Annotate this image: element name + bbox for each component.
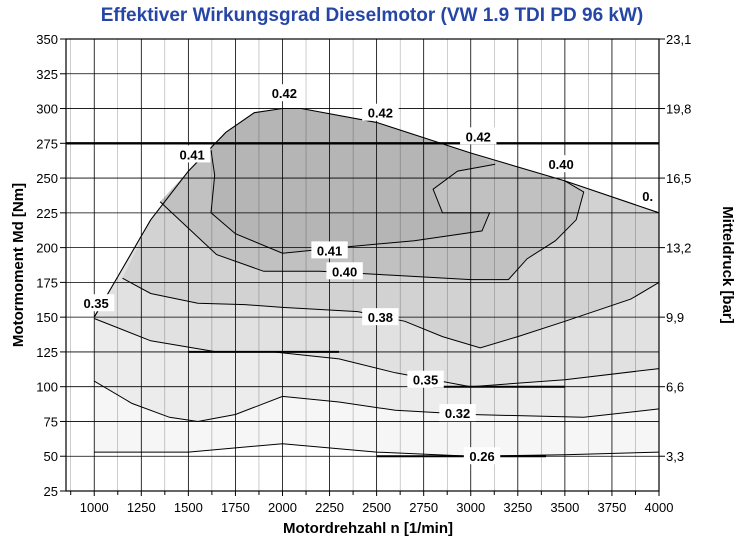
isoline-label-bg <box>362 103 399 121</box>
isoline-0.40 <box>159 180 585 281</box>
y-tick-label: 175 <box>36 275 58 290</box>
isoline-label-bg <box>362 308 399 326</box>
isoline-label: 0.26 <box>463 447 501 465</box>
y-tick-label: 350 <box>36 32 58 47</box>
isoline-label-text: 0.38 <box>368 310 393 325</box>
x-tick-label: 2000 <box>268 500 297 515</box>
axes: 1000 1250 1500 1750 2000 2250 2500 2750 3000 3250… <box>36 32 691 515</box>
isoline-labels: 0.26 0.32 0.35 0.35 0.38 0.40 0.40 0.41 0.41 0.42… <box>77 84 659 465</box>
isoline-label-text: 0.32 <box>445 406 470 421</box>
x-tick-label: 1500 <box>174 500 203 515</box>
isoline-label: 0.41 <box>173 145 211 163</box>
x-tick-label: 3500 <box>550 500 579 515</box>
y2-tick-label: 6,6 <box>666 380 684 395</box>
isoline-label-text: 0.41 <box>317 243 342 258</box>
y2-axis-label: Mitteldruck [bar] <box>719 206 736 324</box>
isoline-label-bg <box>77 294 115 312</box>
y2-tick-label: 19,8 <box>666 102 691 117</box>
x-tick-label: 2250 <box>315 500 344 515</box>
isoline-label-bg <box>542 155 580 173</box>
isoline-label-text: 0.35 <box>413 373 438 388</box>
isoline-label-text: 0.35 <box>83 296 108 311</box>
isoline-label-text: 0.42 <box>368 106 393 121</box>
y-tick-label: 125 <box>36 345 58 360</box>
isoline-0.38 <box>122 277 660 349</box>
isoline-label: 0.42 <box>362 103 399 121</box>
y-tick-label: 150 <box>36 310 58 325</box>
isoline-label-text: 0. <box>642 189 653 204</box>
isolines <box>66 107 660 458</box>
x-tick-label: 2500 <box>362 500 391 515</box>
isoline-label-text: 0.42 <box>466 129 491 144</box>
isoline-label-bg <box>407 370 444 388</box>
isoline-label-bg <box>460 127 497 145</box>
isoline-label-bg <box>637 187 659 205</box>
isoline-label-bg <box>439 404 476 422</box>
isoline-label: 0.35 <box>407 370 444 388</box>
isoline-label-text: 0.40 <box>548 157 573 172</box>
isoline-label: 0.40 <box>542 155 580 173</box>
isoline-label: 0.40 <box>326 262 363 280</box>
isoline-label: 0. <box>637 187 659 205</box>
x-tick-label: 1750 <box>221 500 250 515</box>
isoline-label: 0.42 <box>460 127 497 145</box>
y-tick-label: 300 <box>36 102 58 117</box>
x-tick-label: 2750 <box>409 500 438 515</box>
isoline-label: 0.35 <box>77 294 115 312</box>
y-tick-label: 50 <box>44 449 58 464</box>
y-tick-label: 75 <box>44 414 58 429</box>
isoline-0.32 <box>93 380 660 423</box>
isoline-label-bg <box>326 262 363 280</box>
isoline-label-bg <box>463 447 501 465</box>
isoline-label: 0.32 <box>439 404 476 422</box>
isoline-label: 0.41 <box>311 241 348 259</box>
y-tick-label: 200 <box>36 241 58 256</box>
isoline-label: 0.42 <box>266 84 303 102</box>
isoline-label-text: 0.26 <box>469 449 494 464</box>
full-load-curve <box>93 107 660 318</box>
y2-tick-label: 23,1 <box>666 32 691 47</box>
isoline-label-text: 0.41 <box>179 147 204 162</box>
isoline-0.41 <box>210 150 496 254</box>
x-axis-label: Motordrehzahl n [1/min] <box>283 520 453 537</box>
y-tick-label: 100 <box>36 380 58 395</box>
isoline-0.26 <box>94 443 660 457</box>
isoline-label-bg <box>311 241 348 259</box>
isoline-label-text: 0.42 <box>272 86 297 101</box>
y-tick-label: 275 <box>36 136 58 151</box>
chart-title: Effektiver Wirkungsgrad Dieselmotor (VW … <box>101 5 644 26</box>
isoline-label-bg <box>173 145 211 163</box>
y2-tick-label: 3,3 <box>666 449 684 464</box>
isoline-label-bg <box>266 84 303 102</box>
isoline-0.35 <box>94 318 660 388</box>
y-tick-label: 25 <box>44 484 58 499</box>
y-tick-label: 250 <box>36 171 58 186</box>
y2-tick-label: 13,2 <box>666 241 691 256</box>
x-tick-label: 1250 <box>127 500 156 515</box>
x-tick-label: 3250 <box>503 500 532 515</box>
y-tick-label: 225 <box>36 206 58 221</box>
x-tick-label: 3000 <box>456 500 485 515</box>
plot-frame <box>65 38 660 492</box>
x-tick-label: 3750 <box>597 500 626 515</box>
isoline-label: 0.38 <box>362 308 399 326</box>
isoline-label-text: 0.40 <box>332 264 357 279</box>
x-tick-label: 4000 <box>645 500 674 515</box>
y-axis-label: Motormoment Md [Nm] <box>10 183 27 347</box>
x-tick-label: 1000 <box>80 500 109 515</box>
y-tick-label: 325 <box>36 67 58 82</box>
y2-tick-label: 16,5 <box>666 171 691 186</box>
y2-tick-label: 9,9 <box>666 310 684 325</box>
